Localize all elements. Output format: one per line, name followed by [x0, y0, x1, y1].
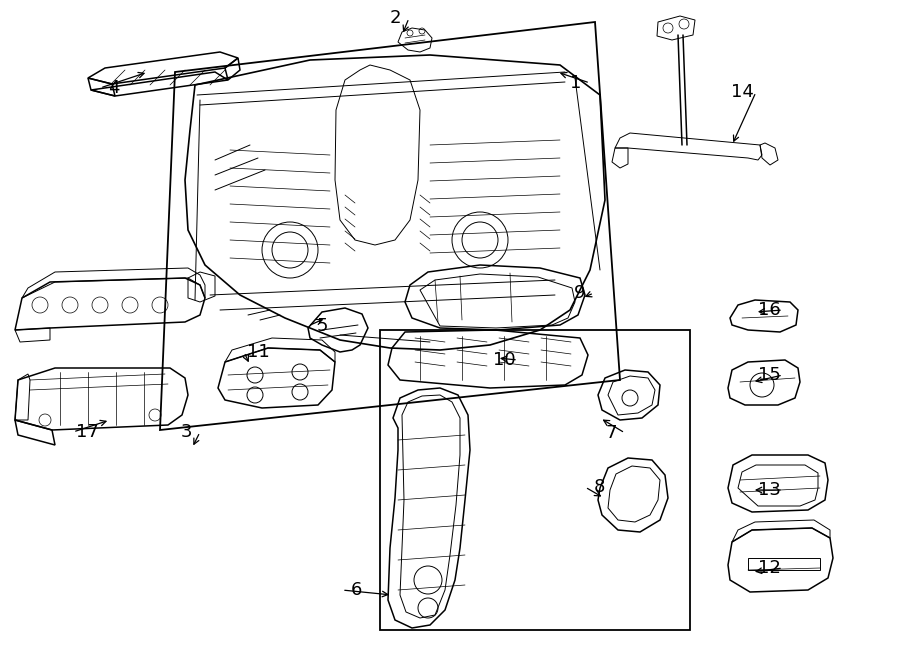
Text: 16: 16 [758, 301, 780, 319]
Text: 7: 7 [605, 424, 617, 442]
Text: 1: 1 [571, 74, 581, 92]
Text: 17: 17 [76, 423, 98, 441]
Text: 5: 5 [316, 317, 328, 335]
Text: 2: 2 [389, 9, 400, 27]
Text: 14: 14 [731, 83, 753, 101]
Bar [380, 330, 690, 630]
Text: 10: 10 [492, 351, 516, 369]
Text: 12: 12 [758, 559, 780, 577]
Bar [748, 558, 820, 570]
Text: 8: 8 [593, 478, 605, 496]
Text: 15: 15 [758, 366, 780, 384]
Text: 9: 9 [574, 284, 586, 302]
Text: 4: 4 [108, 79, 120, 97]
Text: 6: 6 [350, 581, 362, 599]
Text: 11: 11 [247, 343, 269, 361]
Text: 13: 13 [758, 481, 780, 499]
Text: 3: 3 [180, 423, 192, 441]
